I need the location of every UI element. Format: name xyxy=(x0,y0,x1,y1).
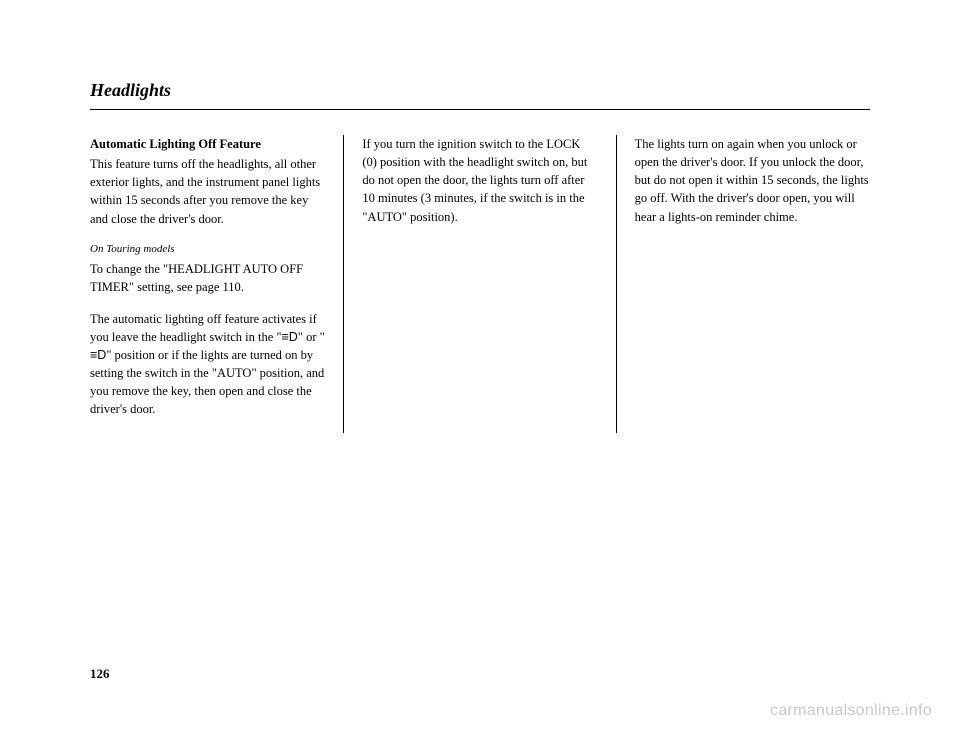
headlight-icon-1: ≡D xyxy=(282,328,298,346)
column-2: If you turn the ignition switch to the L… xyxy=(344,135,616,433)
col1-p3-text-b: " or " xyxy=(298,330,325,344)
column-1: Automatic Lighting Off Feature This feat… xyxy=(90,135,344,433)
headlight-icon-2: ≡D xyxy=(90,346,106,364)
col1-paragraph-1: This feature turns off the headlights, a… xyxy=(90,155,325,228)
page-number: 126 xyxy=(90,666,110,682)
header-divider xyxy=(90,109,870,110)
manual-page: Headlights Automatic Lighting Off Featur… xyxy=(0,0,960,742)
page-title: Headlights xyxy=(90,80,870,101)
col2-paragraph-1: If you turn the ignition switch to the L… xyxy=(362,135,597,226)
col1-paragraph-3: The automatic lighting off feature activ… xyxy=(90,310,325,419)
col1-paragraph-2: To change the "HEADLIGHT AUTO OFF TIMER"… xyxy=(90,260,325,296)
watermark: carmanualsonline.info xyxy=(770,702,932,720)
column-3: The lights turn on again when you unlock… xyxy=(617,135,870,433)
col1-p3-text-c: " position or if the lights are turned o… xyxy=(90,348,324,416)
feature-subtitle: Automatic Lighting Off Feature xyxy=(90,135,325,153)
col3-paragraph-1: The lights turn on again when you unlock… xyxy=(635,135,870,226)
content-columns: Automatic Lighting Off Feature This feat… xyxy=(90,135,870,433)
model-note-label: On Touring models xyxy=(90,242,325,258)
